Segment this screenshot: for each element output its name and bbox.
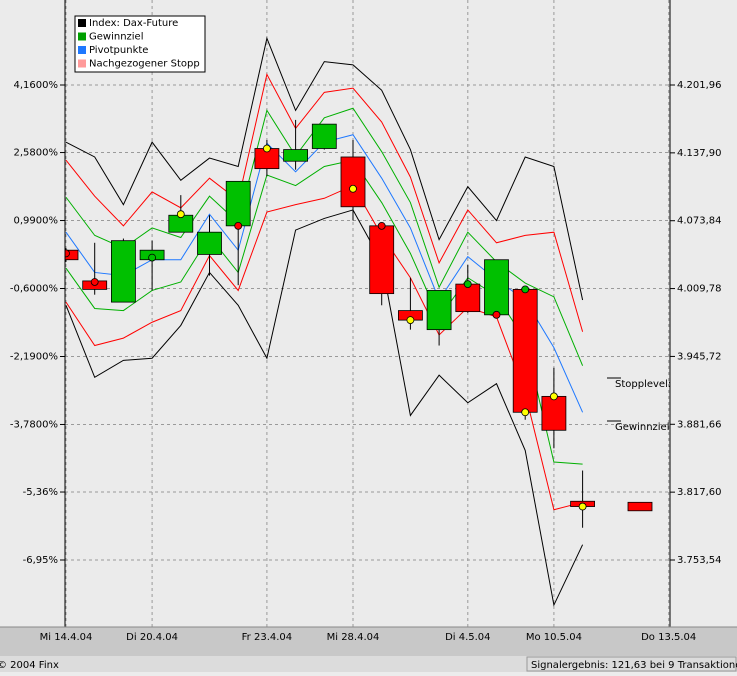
copyright: © 2004 Finx bbox=[0, 660, 59, 671]
signal-marker bbox=[406, 316, 415, 325]
candle-body bbox=[197, 231, 222, 255]
y-tick-label: -0,6000% bbox=[10, 284, 58, 295]
candle-body bbox=[111, 240, 136, 303]
y-tick-label: -2,1900% bbox=[10, 351, 58, 362]
annotation: Stopplevel: bbox=[615, 379, 671, 390]
annotation: Gewinnziel: bbox=[615, 422, 673, 433]
candle-body bbox=[627, 501, 653, 512]
legend-label: Pivotpunkte bbox=[89, 45, 148, 56]
signal-marker bbox=[521, 285, 530, 294]
signal-marker bbox=[148, 253, 157, 262]
y-tick-label: -5,36% bbox=[23, 487, 58, 498]
x-axis-strip bbox=[0, 627, 737, 656]
grid bbox=[65, 0, 670, 627]
y-tick-label: 0,9900% bbox=[14, 216, 59, 227]
y2-tick-label: 3.817,60 bbox=[677, 487, 722, 498]
signal-marker bbox=[90, 278, 99, 286]
candle-body bbox=[484, 259, 509, 316]
x-tick-label: Di 4.5.04 bbox=[445, 632, 490, 643]
y-tick-label: -6,95% bbox=[23, 555, 58, 566]
y2-tick-label: 3.945,72 bbox=[677, 351, 722, 362]
signal-marker bbox=[550, 392, 558, 401]
candle-body bbox=[455, 283, 481, 313]
y-tick-label: -3,7800% bbox=[10, 419, 58, 430]
x-tick-label: Fr 23.4.04 bbox=[242, 632, 292, 643]
y2-tick-label: 4.201,96 bbox=[677, 80, 722, 91]
x-tick-label: Mi 14.4.04 bbox=[40, 632, 93, 643]
signal-marker bbox=[521, 408, 530, 417]
summary: Signalergebnis: 121,63 bei 9 Transaktion… bbox=[531, 660, 737, 671]
y2-tick-label: 4.073,84 bbox=[677, 216, 722, 227]
signal-marker bbox=[234, 221, 243, 230]
legend-label: Gewinnziel bbox=[89, 32, 144, 43]
legend: Index: Dax-Future Gewinnziel Pivotpunkte Na… bbox=[74, 15, 206, 73]
candle-body bbox=[283, 149, 309, 162]
signal-marker bbox=[377, 221, 386, 230]
x-tick-label: Mo 10.5.04 bbox=[526, 632, 582, 643]
x-tick-label: Do 13.5.04 bbox=[641, 632, 696, 643]
band-line bbox=[65, 209, 584, 607]
signal-marker bbox=[65, 249, 70, 258]
plot-background bbox=[0, 0, 737, 627]
band-line bbox=[65, 72, 584, 332]
y-tick-label: 4,1600% bbox=[14, 80, 59, 91]
signal-marker bbox=[349, 184, 357, 193]
candle-body bbox=[541, 395, 567, 431]
candle-body bbox=[426, 290, 452, 331]
plot bbox=[65, 36, 653, 607]
signal-marker bbox=[262, 144, 271, 153]
candle-body bbox=[340, 156, 366, 208]
legend-swatch bbox=[78, 19, 86, 27]
signal-marker bbox=[463, 280, 472, 288]
annotation-clip: Stopplevel: Gewinnziel: bbox=[615, 379, 673, 433]
y-tick-label: 2,5800% bbox=[14, 148, 59, 159]
y2-tick-label: 4.009,78 bbox=[677, 284, 722, 295]
candle-body bbox=[311, 123, 337, 149]
legend-swatch bbox=[78, 32, 86, 41]
axes: 4,1600% 2,5800% 0,9900% -0,6000% -2,1900% -3,… bbox=[10, 80, 722, 643]
candle-body bbox=[512, 288, 538, 413]
legend-label: Index: Dax-Future bbox=[89, 18, 178, 29]
legend-swatch bbox=[78, 46, 86, 54]
legend-label: Nachgezogener Stopp bbox=[89, 59, 200, 70]
y2-tick-label: 3.753,54 bbox=[677, 555, 722, 566]
signal-marker bbox=[578, 502, 587, 511]
x-tick-label: Mi 28.4.04 bbox=[327, 632, 380, 643]
legend-box bbox=[74, 15, 206, 73]
band-line bbox=[65, 36, 584, 301]
signal-marker bbox=[176, 210, 185, 219]
summary-box bbox=[526, 656, 737, 672]
x-tick-label: Di 20.4.04 bbox=[126, 632, 178, 643]
y2-tick-label: 3.881,66 bbox=[677, 419, 722, 430]
legend-swatch bbox=[78, 59, 86, 68]
signal-marker bbox=[492, 310, 501, 319]
candle-body bbox=[225, 180, 251, 227]
candle-body bbox=[369, 225, 395, 295]
y2-tick-label: 4.137,90 bbox=[677, 148, 722, 159]
